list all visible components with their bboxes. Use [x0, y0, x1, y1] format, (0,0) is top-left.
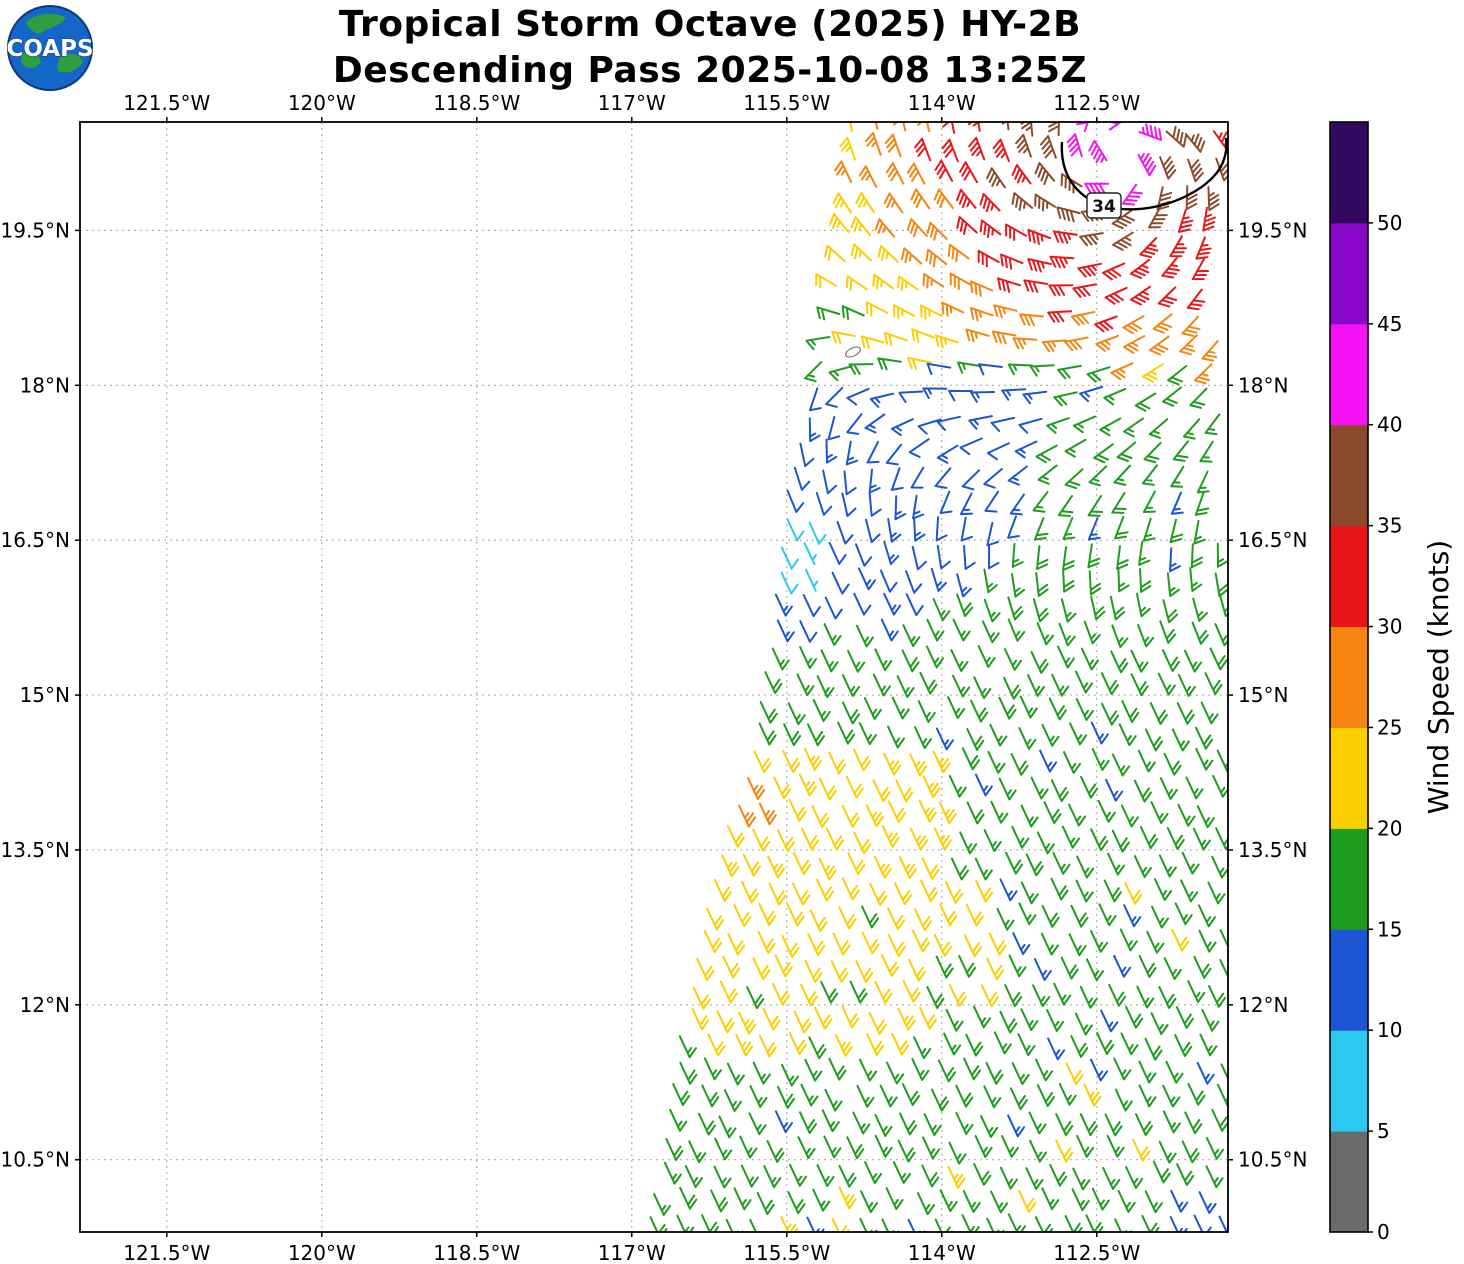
chart-title-line1: Tropical Storm Octave (2025) HY-2B: [338, 4, 1082, 45]
y-tick-label-right: 10.5°N: [1238, 1148, 1308, 1172]
x-tick-label-bottom: 120°W: [288, 1241, 356, 1264]
map-gridlines: [80, 122, 1228, 1232]
y-tick-label-left: 15°N: [20, 683, 70, 707]
colorbar-tick-label: 20: [1377, 816, 1402, 840]
colorbar-tick-label: 45: [1377, 312, 1402, 336]
axis-labels: 121.5°W 121.5°W 120°W 120°W 118.5°W 118.5°W 11…: [1, 91, 1308, 1264]
y-tick-label-right: 15°N: [1238, 683, 1288, 707]
y-tick-label-right: 16.5°N: [1238, 528, 1308, 552]
coaps-logo-image: COAPS: [6, 5, 94, 91]
y-tick-label-left: 19.5°N: [1, 218, 71, 242]
x-tick-label-top: 115.5°W: [743, 91, 830, 115]
x-tick-label-bottom: 112.5°W: [1053, 1241, 1140, 1264]
coaps-logo: COAPS: [6, 4, 94, 92]
y-tick-label-right: 12°N: [1238, 993, 1288, 1017]
wind-barbs: [649, 122, 1228, 1232]
colorbar-tick-label: 25: [1377, 715, 1402, 739]
x-tick-label-top: 121.5°W: [123, 91, 210, 115]
colorbar-tick-label: 35: [1377, 514, 1402, 538]
y-tick-label-right: 19.5°N: [1238, 218, 1308, 242]
colorbar-tick-label: 40: [1377, 413, 1402, 437]
colorbar-tick-label: 0: [1377, 1220, 1390, 1244]
colorbar-title: Wind Speed (knots): [1422, 540, 1455, 814]
colorbar-tick-label: 15: [1377, 917, 1402, 941]
y-tick-label-right: 13.5°N: [1238, 838, 1308, 862]
y-tick-label-left: 12°N: [20, 993, 70, 1017]
contour-label: 34: [1092, 197, 1116, 217]
map-frame: [79, 121, 1229, 1233]
x-tick-label-top: 112.5°W: [1053, 91, 1140, 115]
x-tick-label-bottom: 121.5°W: [123, 1241, 210, 1264]
y-tick-label-right: 18°N: [1238, 373, 1288, 397]
x-tick-label-top: 120°W: [288, 91, 356, 115]
y-tick-label-left: 18°N: [20, 373, 70, 397]
colorbar-tick-label: 30: [1377, 615, 1402, 639]
chart-title: Tropical Storm Octave (2025) HY-2B Desce…: [0, 2, 1420, 94]
x-tick-label-top: 114°W: [908, 91, 976, 115]
x-tick-label-bottom: 118.5°W: [433, 1241, 520, 1264]
coaps-logo-text: COAPS: [6, 36, 93, 62]
x-tick-label-bottom: 117°W: [598, 1241, 666, 1264]
contour-label-box: [1086, 192, 1122, 219]
y-tick-label-left: 10.5°N: [1, 1148, 71, 1172]
colorbar: 0 5 10 15 20 25 30 35 40 45 50 Wind Speed (knots): [1329, 121, 1455, 1244]
x-tick-label-bottom: 115.5°W: [743, 1241, 830, 1264]
y-tick-label-left: 16.5°N: [1, 528, 71, 552]
x-tick-label-top: 117°W: [598, 91, 666, 115]
x-tick-label-bottom: 114°W: [908, 1241, 976, 1264]
colorbar-tick-label: 10: [1377, 1018, 1402, 1042]
x-tick-label-top: 118.5°W: [433, 91, 520, 115]
chart-title-line2: Descending Pass 2025-10-08 13:25Z: [332, 50, 1088, 91]
colorbar-tick-label: 50: [1377, 211, 1402, 235]
zero-contour: [844, 346, 862, 358]
colorbar-tick-label: 5: [1377, 1119, 1390, 1143]
gale-contour: 34: [844, 137, 1228, 358]
y-tick-label-left: 13.5°N: [1, 838, 71, 862]
